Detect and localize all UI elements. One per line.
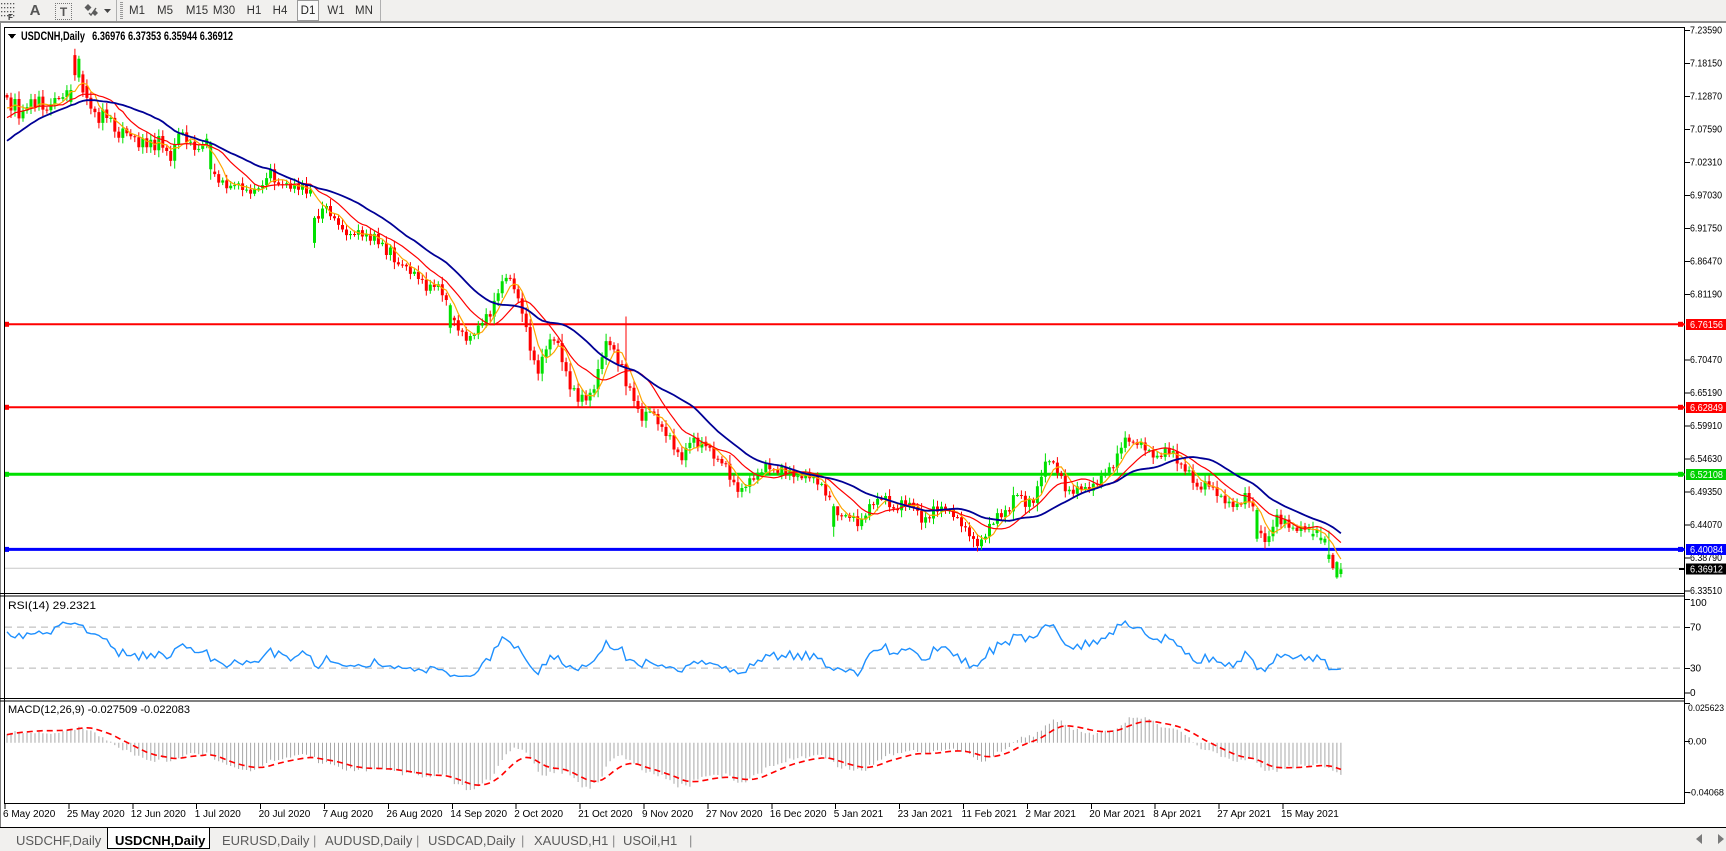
svg-text:0.025623: 0.025623 xyxy=(1688,703,1724,714)
svg-text:6.38790: 6.38790 xyxy=(1690,553,1722,564)
svg-text:7.07590: 7.07590 xyxy=(1690,125,1722,136)
svg-text:26 Aug 2020: 26 Aug 2020 xyxy=(386,809,443,820)
svg-text:0.00: 0.00 xyxy=(1688,737,1707,748)
svg-text:27 Apr 2021: 27 Apr 2021 xyxy=(1217,809,1271,820)
svg-text:12 Jun 2020: 12 Jun 2020 xyxy=(131,809,186,820)
svg-text:20 Mar 2021: 20 Mar 2021 xyxy=(1089,809,1146,820)
svg-text:1 Jul 2020: 1 Jul 2020 xyxy=(195,809,242,820)
svg-text:20 Jul 2020: 20 Jul 2020 xyxy=(259,809,311,820)
svg-text:6.97030: 6.97030 xyxy=(1690,191,1722,202)
svg-text:100: 100 xyxy=(1690,598,1707,609)
svg-text:7 Aug 2020: 7 Aug 2020 xyxy=(323,809,374,820)
svg-text:21 Oct 2020: 21 Oct 2020 xyxy=(578,809,633,820)
svg-text:16 Dec 2020: 16 Dec 2020 xyxy=(770,809,827,820)
svg-text:2 Mar 2021: 2 Mar 2021 xyxy=(1025,809,1076,820)
svg-text:23 Jan 2021: 23 Jan 2021 xyxy=(898,809,953,820)
svg-text:6.70470: 6.70470 xyxy=(1690,355,1722,366)
svg-text:15 May 2021: 15 May 2021 xyxy=(1281,809,1339,820)
svg-text:0: 0 xyxy=(1690,688,1696,699)
svg-text:RSI(14) 29.2321: RSI(14) 29.2321 xyxy=(8,600,96,612)
svg-text:7.02310: 7.02310 xyxy=(1690,158,1722,169)
svg-text:25 May 2020: 25 May 2020 xyxy=(67,809,125,820)
svg-text:2 Oct 2020: 2 Oct 2020 xyxy=(514,809,563,820)
svg-text:6.54630: 6.54630 xyxy=(1690,454,1722,465)
svg-text:6.81190: 6.81190 xyxy=(1690,289,1722,300)
svg-text:9 Nov 2020: 9 Nov 2020 xyxy=(642,809,694,820)
svg-text:6.91750: 6.91750 xyxy=(1690,223,1722,234)
svg-text:7.12870: 7.12870 xyxy=(1690,92,1722,103)
svg-text:6.62849: 6.62849 xyxy=(1690,403,1723,414)
svg-text:-0.04068: -0.04068 xyxy=(1688,788,1724,799)
svg-text:70: 70 xyxy=(1690,623,1702,634)
svg-text:6.36912: 6.36912 xyxy=(1690,565,1723,576)
svg-text:6.40084: 6.40084 xyxy=(1690,545,1723,556)
svg-text:6.76156: 6.76156 xyxy=(1690,320,1723,331)
svg-text:USDCNH,Daily 6.36976 6.37353: USDCNH,Daily 6.36976 6.37353 6.35944 6.3… xyxy=(21,29,233,43)
svg-text:6.49350: 6.49350 xyxy=(1690,487,1722,498)
svg-text:30: 30 xyxy=(1690,664,1702,675)
svg-text:6.59910: 6.59910 xyxy=(1690,421,1722,432)
svg-text:11 Feb 2021: 11 Feb 2021 xyxy=(962,809,1018,820)
svg-text:27 Nov 2020: 27 Nov 2020 xyxy=(706,809,763,820)
svg-text:6.65190: 6.65190 xyxy=(1690,388,1722,399)
svg-text:F: F xyxy=(8,13,13,21)
svg-text:MACD(12,26,9) -0.027509 -0.022: MACD(12,26,9) -0.027509 -0.022083 xyxy=(8,704,190,716)
svg-text:6.44070: 6.44070 xyxy=(1690,520,1722,531)
svg-text:6 May 2020: 6 May 2020 xyxy=(3,809,56,820)
svg-text:7.18150: 7.18150 xyxy=(1690,59,1722,70)
svg-text:6.86470: 6.86470 xyxy=(1690,256,1722,267)
svg-text:7.23590: 7.23590 xyxy=(1690,26,1722,37)
svg-text:6.52108: 6.52108 xyxy=(1690,470,1723,481)
svg-text:5 Jan 2021: 5 Jan 2021 xyxy=(834,809,884,820)
svg-text:14 Sep 2020: 14 Sep 2020 xyxy=(450,809,507,820)
svg-text:6.33510: 6.33510 xyxy=(1690,586,1722,597)
svg-text:8 Apr 2021: 8 Apr 2021 xyxy=(1153,809,1202,820)
